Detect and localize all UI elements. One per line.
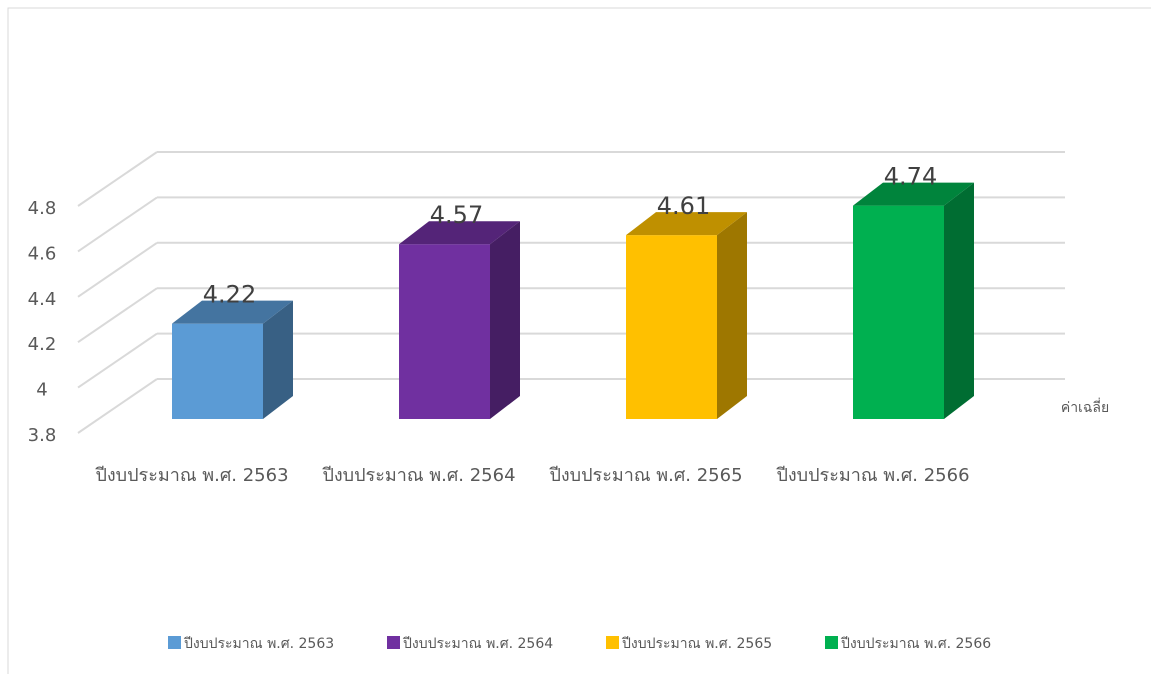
y-tick-label: 4.6 <box>28 243 57 264</box>
bar-side <box>717 212 747 419</box>
legend-label: ปีงบประมาณ พ.ศ. 2565 <box>622 636 773 652</box>
y-tick-label: 4.2 <box>28 334 57 355</box>
grid-line <box>77 332 158 389</box>
legend-swatch <box>606 636 619 649</box>
data-label: 4.61 <box>657 192 710 220</box>
data-label: 4.22 <box>203 281 256 309</box>
data-label: 4.74 <box>884 163 937 191</box>
x-tick-label: ปีงบประมาณ พ.ศ. 2565 <box>549 465 742 486</box>
grid-line <box>77 196 158 253</box>
grid-line <box>77 287 158 344</box>
grid-line <box>77 151 158 207</box>
bar-top <box>399 221 520 245</box>
legend-label: ปีงบประมาณ พ.ศ. 2564 <box>403 636 554 652</box>
depth-axis-label: ค่าเฉลี่ย <box>1061 398 1109 416</box>
grid-line <box>77 378 158 434</box>
bar-top <box>172 300 293 324</box>
legend-swatch <box>168 636 181 649</box>
bar-side <box>944 182 974 419</box>
y-tick-label: 4 <box>36 380 47 401</box>
legend-label: ปีงบประมาณ พ.ศ. 2563 <box>184 636 335 652</box>
data-label: 4.57 <box>430 201 483 229</box>
bar-side <box>263 300 293 419</box>
y-tick-label: 3.8 <box>28 425 57 446</box>
bar-front <box>172 323 263 419</box>
bar-front <box>853 205 944 419</box>
bar-side <box>490 221 520 419</box>
bar-top <box>853 182 974 206</box>
x-tick-label: ปีงบประมาณ พ.ศ. 2563 <box>95 465 288 486</box>
bar-front <box>399 244 490 419</box>
bar-top <box>626 212 747 236</box>
legend-swatch <box>387 636 400 649</box>
x-tick-label: ปีงบประมาณ พ.ศ. 2564 <box>322 465 515 486</box>
bar-front <box>626 235 717 419</box>
legend-swatch <box>825 636 838 649</box>
x-tick-label: ปีงบประมาณ พ.ศ. 2566 <box>776 465 969 486</box>
y-tick-label: 4.4 <box>28 289 57 310</box>
legend-label: ปีงบประมาณ พ.ศ. 2566 <box>841 636 992 652</box>
grid-line <box>77 241 158 298</box>
y-tick-label: 4.8 <box>28 198 57 219</box>
